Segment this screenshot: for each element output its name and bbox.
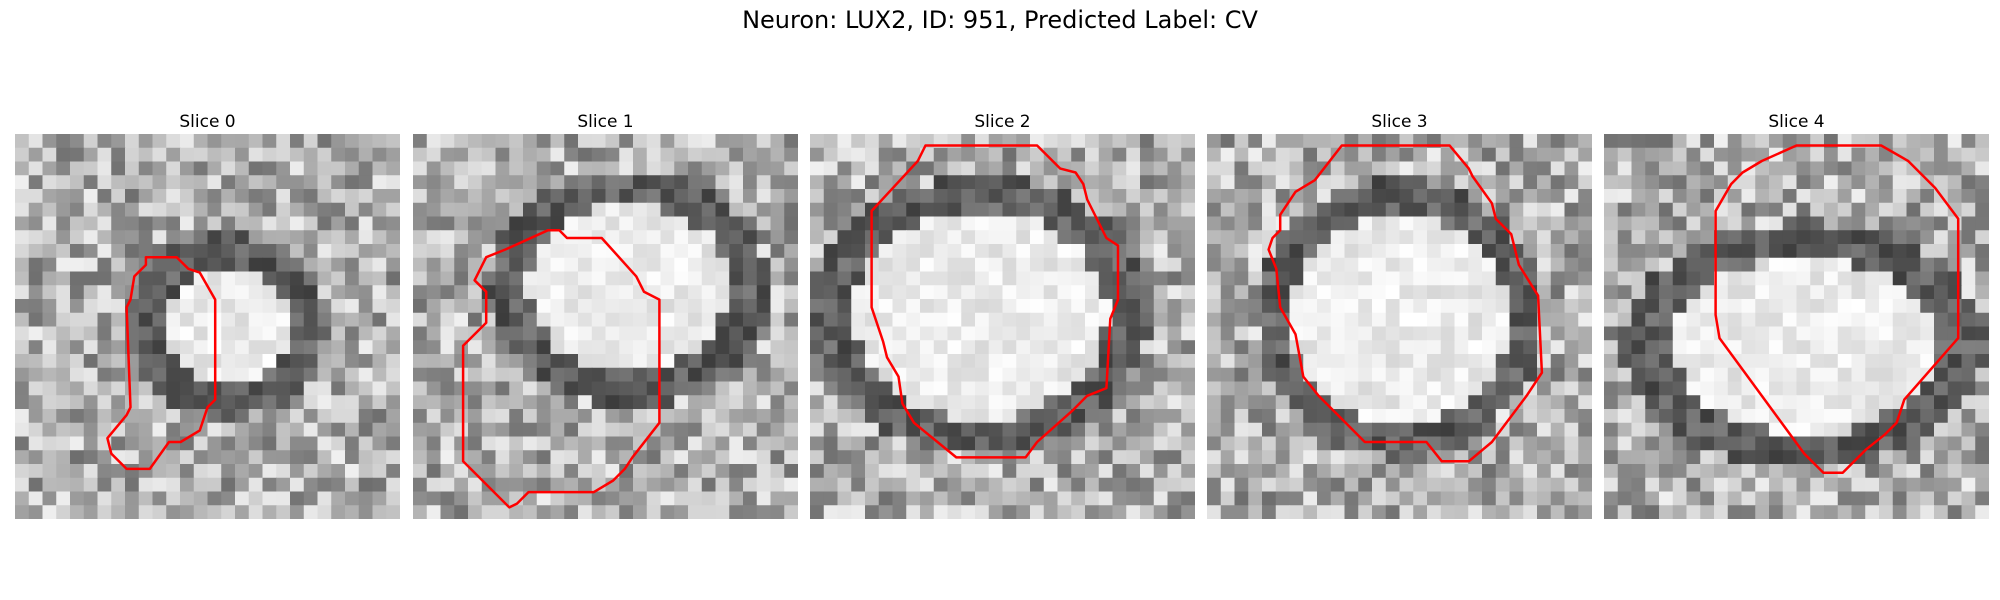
- slice-image-3: [1207, 134, 1592, 519]
- slice-title-2: Slice 2: [974, 112, 1031, 132]
- segmentation-contour: [461, 229, 661, 509]
- slice-title-1: Slice 1: [577, 112, 634, 132]
- slice-image-2: [810, 134, 1195, 519]
- slice-image-4: [1604, 134, 1989, 519]
- segmentation-contour: [106, 255, 217, 471]
- segmentation-contour: [1267, 144, 1544, 463]
- slice-image-0: [15, 134, 400, 519]
- figure-title: Neuron: LUX2, ID: 951, Predicted Label: …: [742, 6, 1258, 34]
- slice-title-3: Slice 3: [1371, 112, 1428, 132]
- slice-title-0: Slice 0: [179, 112, 236, 132]
- slice-title-4: Slice 4: [1768, 112, 1825, 132]
- slice-image-1: [413, 134, 798, 519]
- segmentation-contour: [870, 144, 1120, 459]
- segmentation-contour: [1714, 144, 1960, 475]
